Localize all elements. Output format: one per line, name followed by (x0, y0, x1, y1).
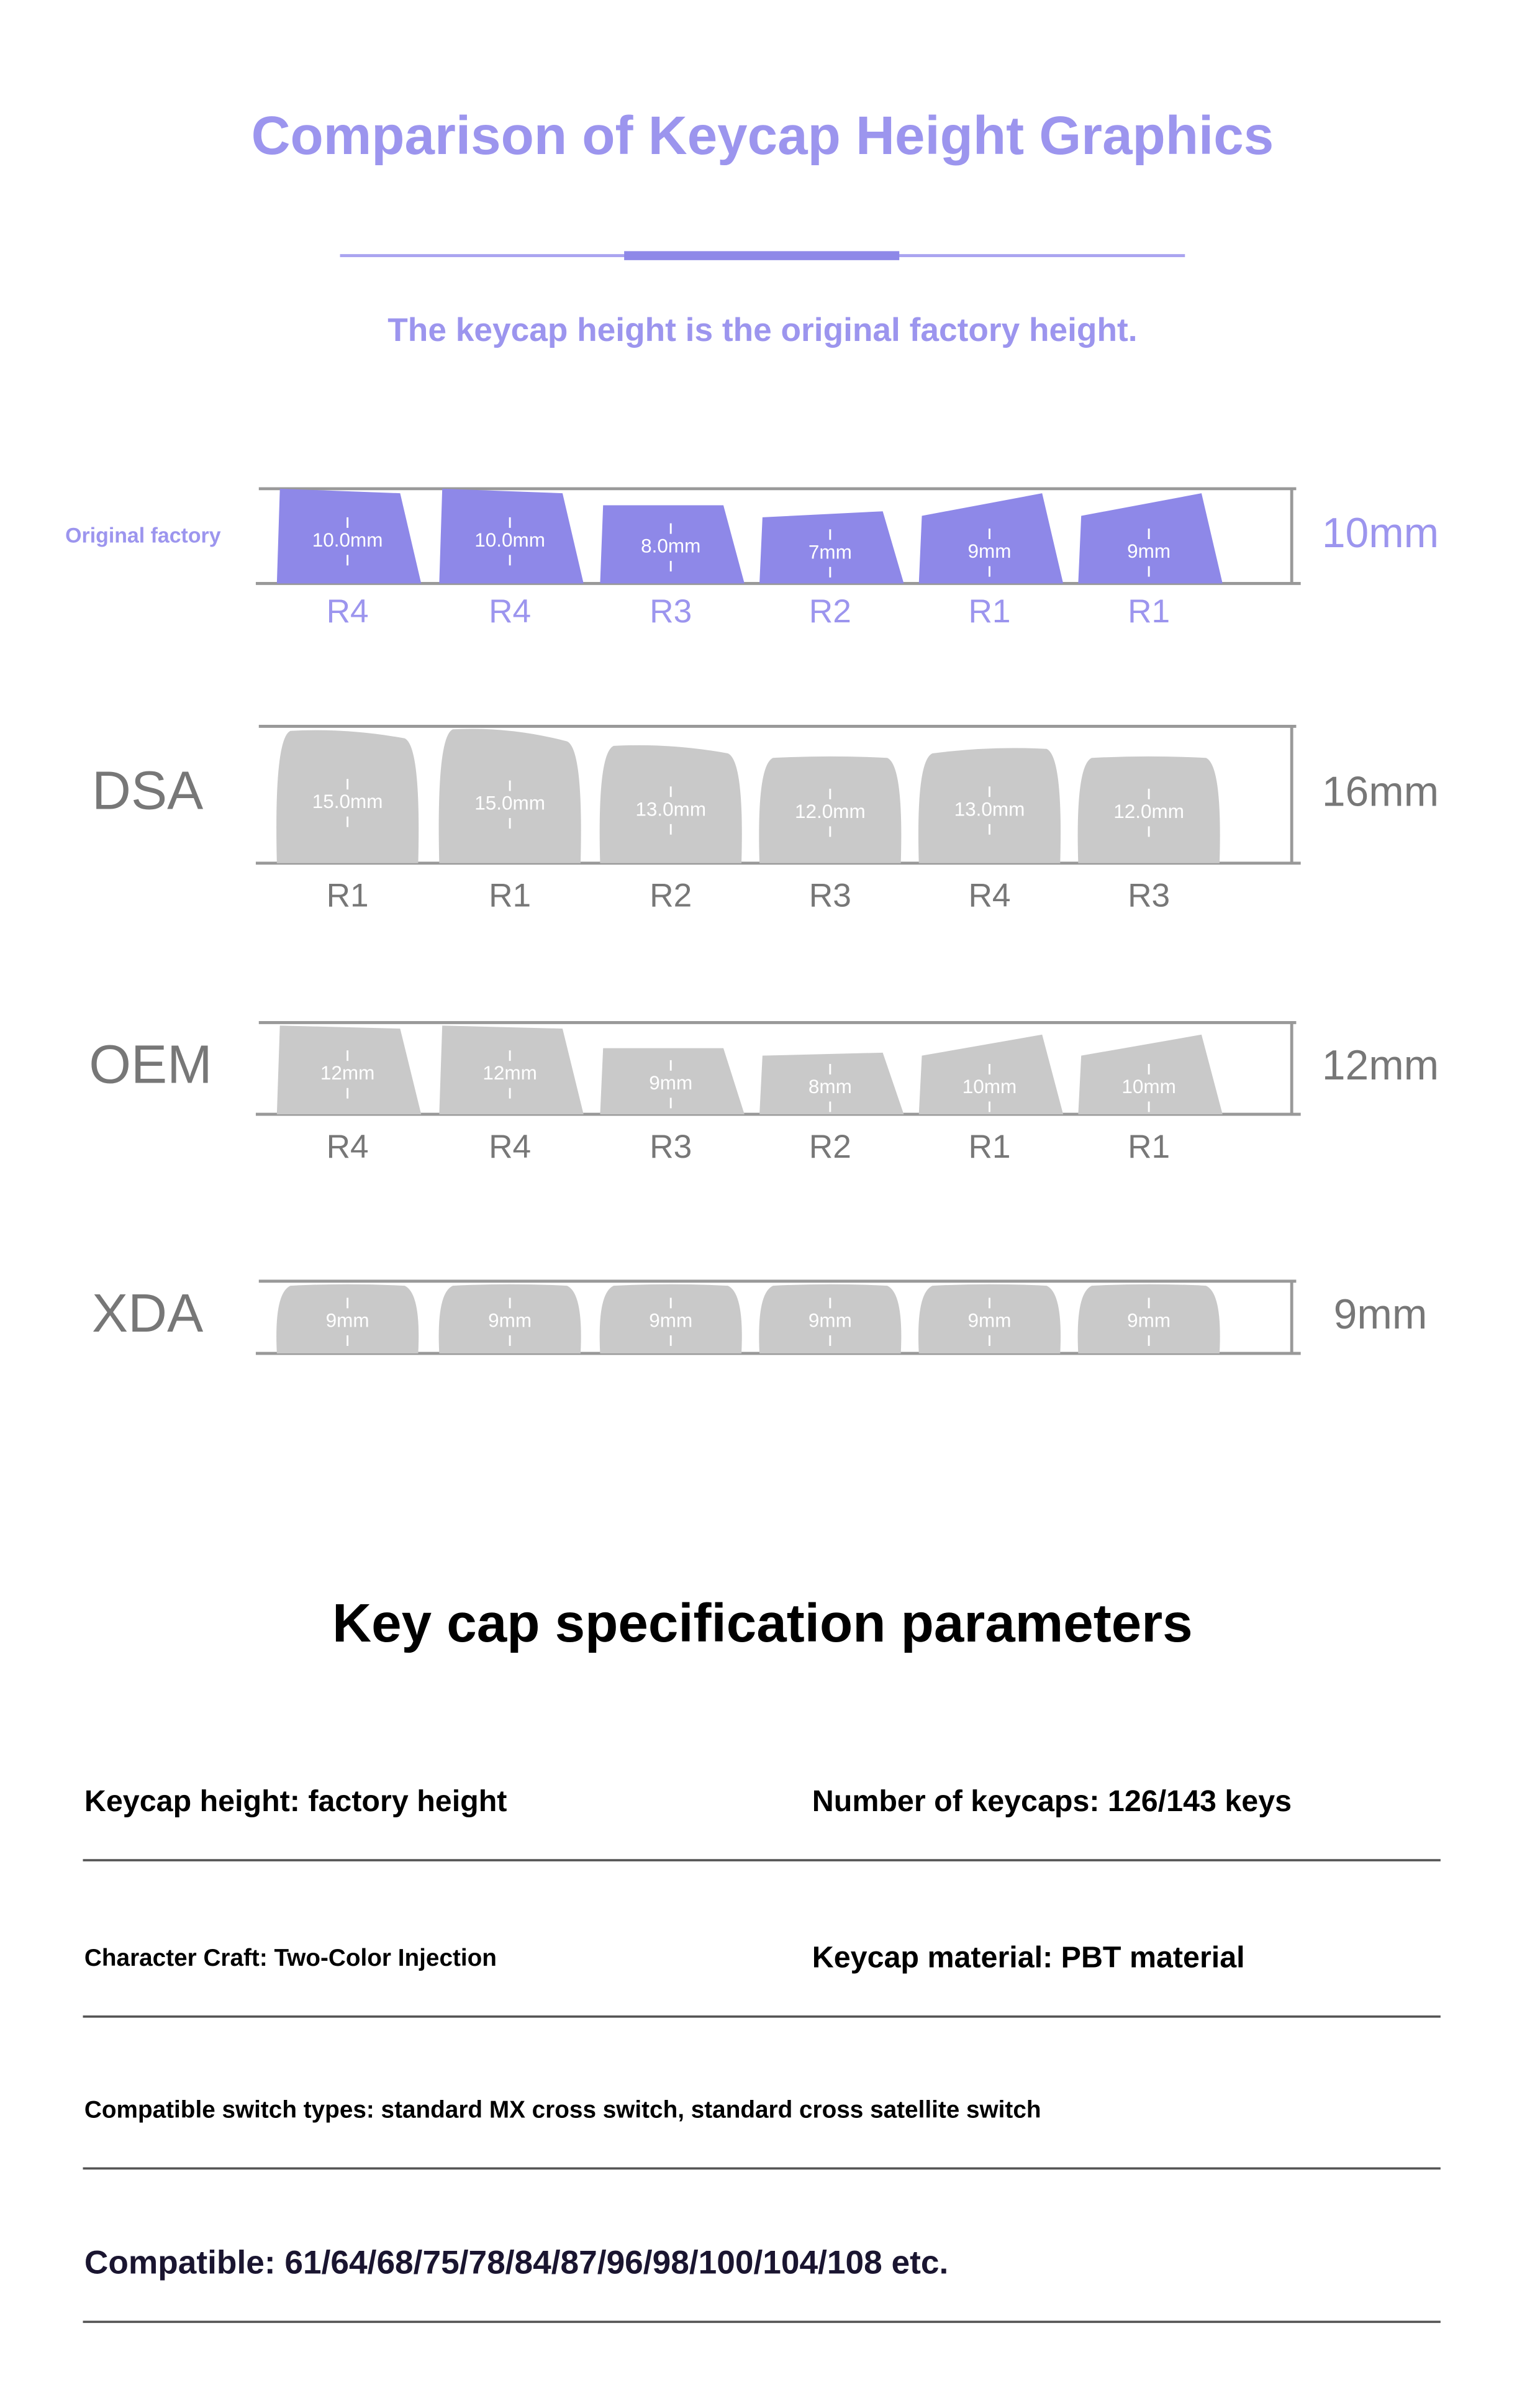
key-row-label: R4 (489, 1129, 531, 1165)
keycap (599, 745, 742, 863)
key-height-label: 9mm (649, 1072, 692, 1094)
key-height-label: 10mm (962, 1076, 1017, 1097)
profile-height: 12mm (1322, 1042, 1439, 1089)
key-row-label: R1 (1128, 593, 1170, 630)
keycap (438, 1284, 581, 1354)
key-row-label: R4 (327, 1129, 369, 1165)
key-height-label: 9mm (649, 1310, 692, 1332)
subtitle: The keycap height is the original factor… (387, 312, 1137, 348)
keycap (600, 505, 745, 584)
key-height-label: 12.0mm (795, 801, 866, 822)
key-height-label: 15.0mm (312, 791, 383, 812)
key-height-label: 10.0mm (312, 529, 383, 551)
key-height-label: 9mm (488, 1310, 532, 1332)
key-row-label: R2 (809, 593, 851, 630)
key-row-label: R3 (1128, 878, 1170, 914)
keycap (759, 511, 904, 584)
key-height-label: 13.0mm (635, 798, 706, 820)
key-height-label: 9mm (968, 540, 1012, 562)
key-height-label: 7mm (808, 541, 852, 563)
keycap (599, 1284, 742, 1354)
keycap (276, 1025, 422, 1115)
key-row-label: R2 (809, 1129, 851, 1165)
keycap (1078, 493, 1223, 584)
profile-height: 16mm (1322, 769, 1439, 815)
key-height-label: 15.0mm (474, 793, 545, 814)
keycap (918, 1034, 1064, 1115)
spec-item: Compatible: 61/64/68/75/78/84/87/96/98/1… (84, 2244, 948, 2281)
keycap (759, 756, 902, 863)
spec-item: Keycap material: PBT material (812, 1941, 1245, 1974)
keycap (1077, 1284, 1220, 1354)
spec-item: Compatible switch types: standard MX cro… (84, 2097, 1041, 2124)
key-height-label: 12.0mm (1113, 801, 1184, 822)
key-row-label: R1 (968, 593, 1010, 630)
key-height-label: 10mm (1121, 1076, 1175, 1097)
keycap (759, 1052, 904, 1115)
keycap (439, 488, 584, 584)
key-height-label: 12mm (320, 1062, 374, 1084)
keycap (918, 1284, 1061, 1354)
key-height-label: 8.0mm (641, 535, 700, 557)
key-height-label: 9mm (808, 1310, 852, 1332)
keycap (276, 730, 419, 863)
keycap (438, 729, 581, 863)
title: Comparison of Keycap Height Graphics (251, 106, 1274, 166)
profile-height: 10mm (1322, 510, 1439, 556)
key-row-label: R2 (650, 878, 692, 914)
key-height-label: 12mm (482, 1062, 537, 1084)
key-row-label: R4 (489, 593, 531, 630)
key-height-label: 9mm (1127, 1310, 1171, 1332)
key-height-label: 9mm (1127, 540, 1171, 562)
key-height-label: 9mm (326, 1310, 369, 1332)
profile-name: Original factory (65, 524, 221, 547)
key-height-label: 10.0mm (474, 529, 545, 551)
key-row-label: R4 (327, 593, 369, 630)
key-row-label: R3 (650, 1129, 692, 1165)
profile-name: OEM (89, 1034, 212, 1094)
profile-height: 9mm (1334, 1291, 1428, 1338)
keycap (918, 493, 1064, 584)
key-row-label: R1 (968, 1129, 1010, 1165)
key-row-label: R1 (1128, 1129, 1170, 1165)
profile-name: DSA (92, 761, 203, 821)
spec-item: Keycap height: factory height (84, 1784, 507, 1818)
spec-item: Number of keycaps: 126/143 keys (812, 1784, 1292, 1818)
keycap (600, 1048, 745, 1115)
keycap (276, 1284, 419, 1354)
keycap (1078, 1034, 1223, 1115)
key-row-label: R4 (968, 878, 1010, 914)
key-row-label: R3 (650, 593, 692, 630)
key-row-label: R1 (489, 878, 531, 914)
key-height-label: 8mm (808, 1076, 852, 1097)
profile-name: XDA (92, 1283, 203, 1343)
key-height-label: 9mm (968, 1310, 1012, 1332)
keycap (918, 748, 1061, 863)
keycap (439, 1025, 584, 1115)
keycap (1077, 756, 1220, 863)
key-row-label: R3 (809, 878, 851, 914)
specs-title: Key cap specification parameters (332, 1593, 1192, 1653)
key-height-label: 13.0mm (954, 798, 1025, 820)
key-row-label: R1 (327, 878, 369, 914)
spec-item: Character Craft: Two-Color Injection (84, 1945, 497, 1971)
keycap (276, 488, 422, 584)
keycap (759, 1284, 902, 1354)
